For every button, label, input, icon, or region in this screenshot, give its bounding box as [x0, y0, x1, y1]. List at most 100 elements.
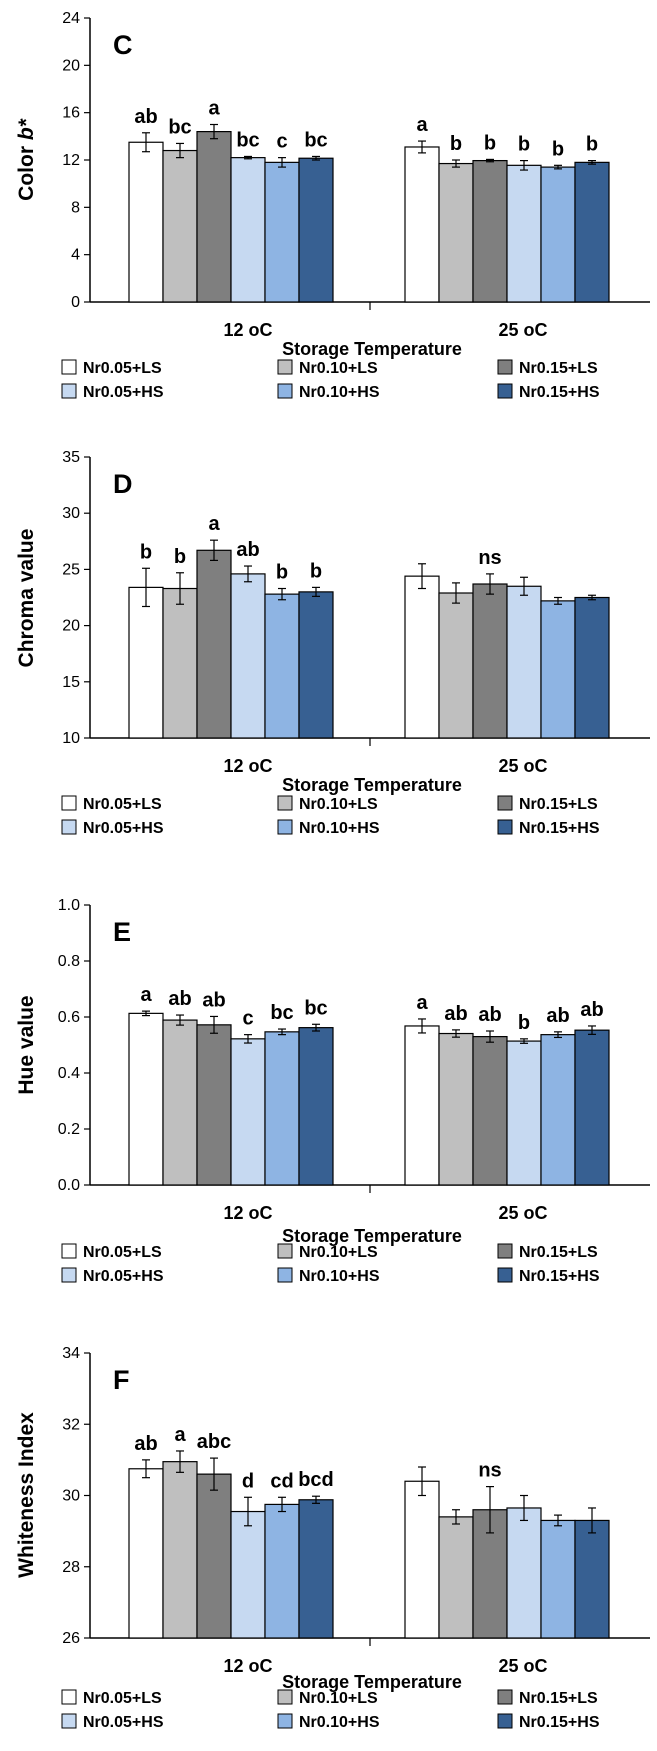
- bar: [162, 587, 198, 739]
- bar: [404, 146, 440, 303]
- bar: [540, 1519, 576, 1639]
- significance-label: ab: [134, 106, 157, 128]
- x-axis-title: Storage Temperature: [282, 339, 462, 359]
- significance-label: ab: [580, 999, 603, 1021]
- legend-label: Nr0.05+HS: [83, 384, 164, 401]
- y-tick-label: 8: [71, 199, 80, 216]
- bar: [298, 1499, 334, 1639]
- legend-label: Nr0.15+HS: [519, 820, 600, 837]
- legend-swatch: [61, 1243, 77, 1259]
- y-axis-label: Chroma value: [15, 529, 38, 668]
- bar: [230, 157, 266, 303]
- bar: [162, 149, 198, 303]
- y-tick-label: 12: [62, 152, 80, 169]
- y-axis-label: Whiteness Index: [15, 1412, 38, 1578]
- significance-label: ab: [134, 1433, 157, 1455]
- bar: [230, 1038, 266, 1186]
- bar: [540, 166, 576, 303]
- legend-label: Nr0.10+HS: [299, 1714, 380, 1731]
- legend-label: Nr0.15+LS: [519, 796, 598, 813]
- bar: [574, 1519, 610, 1639]
- significance-label: bc: [236, 129, 259, 151]
- bar: [264, 1503, 300, 1639]
- bar: [298, 591, 334, 739]
- bar: [472, 1035, 508, 1186]
- category-label: 12 oC: [223, 1656, 272, 1676]
- bar: [162, 1461, 198, 1639]
- legend-item: Nr0.05+HS: [61, 383, 164, 401]
- legend-item: Nr0.15+LS: [497, 1689, 598, 1707]
- significance-label: ns: [478, 1460, 501, 1482]
- y-tick-label: 16: [62, 105, 80, 122]
- bar: [540, 1034, 576, 1186]
- significance-label: b: [586, 134, 598, 156]
- x-axis-title: Storage Temperature: [282, 775, 462, 795]
- bar: [196, 1024, 232, 1186]
- legend-swatch: [61, 383, 77, 399]
- legend-swatch: [61, 795, 77, 811]
- legend-swatch: [277, 359, 293, 375]
- significance-label: d: [242, 1470, 254, 1492]
- bar: [472, 583, 508, 739]
- legend-swatch: [277, 1267, 293, 1283]
- bar: [196, 1473, 232, 1639]
- y-tick-label: 0.6: [58, 1009, 80, 1026]
- bar: [128, 586, 164, 739]
- significance-label: bcd: [298, 1469, 334, 1491]
- legend-swatch: [497, 819, 513, 835]
- legend-label: Nr0.10+HS: [299, 1268, 380, 1285]
- legend-item: Nr0.15+LS: [497, 795, 598, 813]
- bar: [404, 575, 440, 739]
- y-tick-label: 0.2: [58, 1121, 80, 1138]
- bar: [128, 141, 164, 303]
- legend-item: Nr0.05+HS: [61, 1267, 164, 1285]
- significance-label: a: [208, 98, 220, 120]
- significance-label: b: [484, 132, 496, 154]
- y-axis-label-text: Hue value: [15, 995, 38, 1094]
- legend-label: Nr0.05+LS: [83, 796, 162, 813]
- bar: [540, 600, 576, 739]
- bar: [438, 1516, 474, 1639]
- y-tick-label: 24: [62, 10, 80, 27]
- legend-item: Nr0.05+LS: [61, 1689, 162, 1707]
- category-label: 25 oC: [498, 1656, 547, 1676]
- legend-swatch: [277, 795, 293, 811]
- bar: [574, 1029, 610, 1186]
- y-tick-label: 34: [62, 1345, 80, 1362]
- y-tick-label: 0.8: [58, 953, 80, 970]
- y-tick-label: 26: [62, 1630, 80, 1647]
- legend-swatch: [497, 383, 513, 399]
- y-axis-label: Color b*: [15, 118, 38, 200]
- panel-letter: D: [113, 469, 133, 499]
- legend-swatch: [497, 1713, 513, 1729]
- legend-label: Nr0.15+LS: [519, 1244, 598, 1261]
- x-axis-title: Storage Temperature: [282, 1226, 462, 1246]
- category-label: 12 oC: [223, 1203, 272, 1223]
- bar: [128, 1012, 164, 1186]
- bar: [264, 161, 300, 303]
- legend-swatch: [277, 1713, 293, 1729]
- bar: [472, 159, 508, 303]
- y-tick-label: 20: [62, 618, 80, 635]
- bar: [506, 1507, 542, 1639]
- y-tick-label: 0: [71, 294, 80, 311]
- legend-swatch: [277, 383, 293, 399]
- bar: [264, 593, 300, 739]
- y-tick-label: 15: [62, 674, 80, 691]
- legend-label: Nr0.15+LS: [519, 360, 598, 377]
- y-tick-label: 0.0: [58, 1177, 80, 1194]
- bar: [438, 592, 474, 739]
- legend-swatch: [277, 819, 293, 835]
- y-tick-label: 4: [71, 247, 80, 264]
- significance-label: ab: [546, 1005, 569, 1027]
- category-label: 25 oC: [498, 756, 547, 776]
- legend-label: Nr0.10+LS: [299, 360, 378, 377]
- y-tick-label: 30: [62, 505, 80, 522]
- legend-swatch: [277, 1243, 293, 1259]
- legend-label: Nr0.05+HS: [83, 1268, 164, 1285]
- legend-swatch: [497, 795, 513, 811]
- legend-item: Nr0.05+LS: [61, 359, 162, 377]
- y-tick-label: 32: [62, 1416, 80, 1433]
